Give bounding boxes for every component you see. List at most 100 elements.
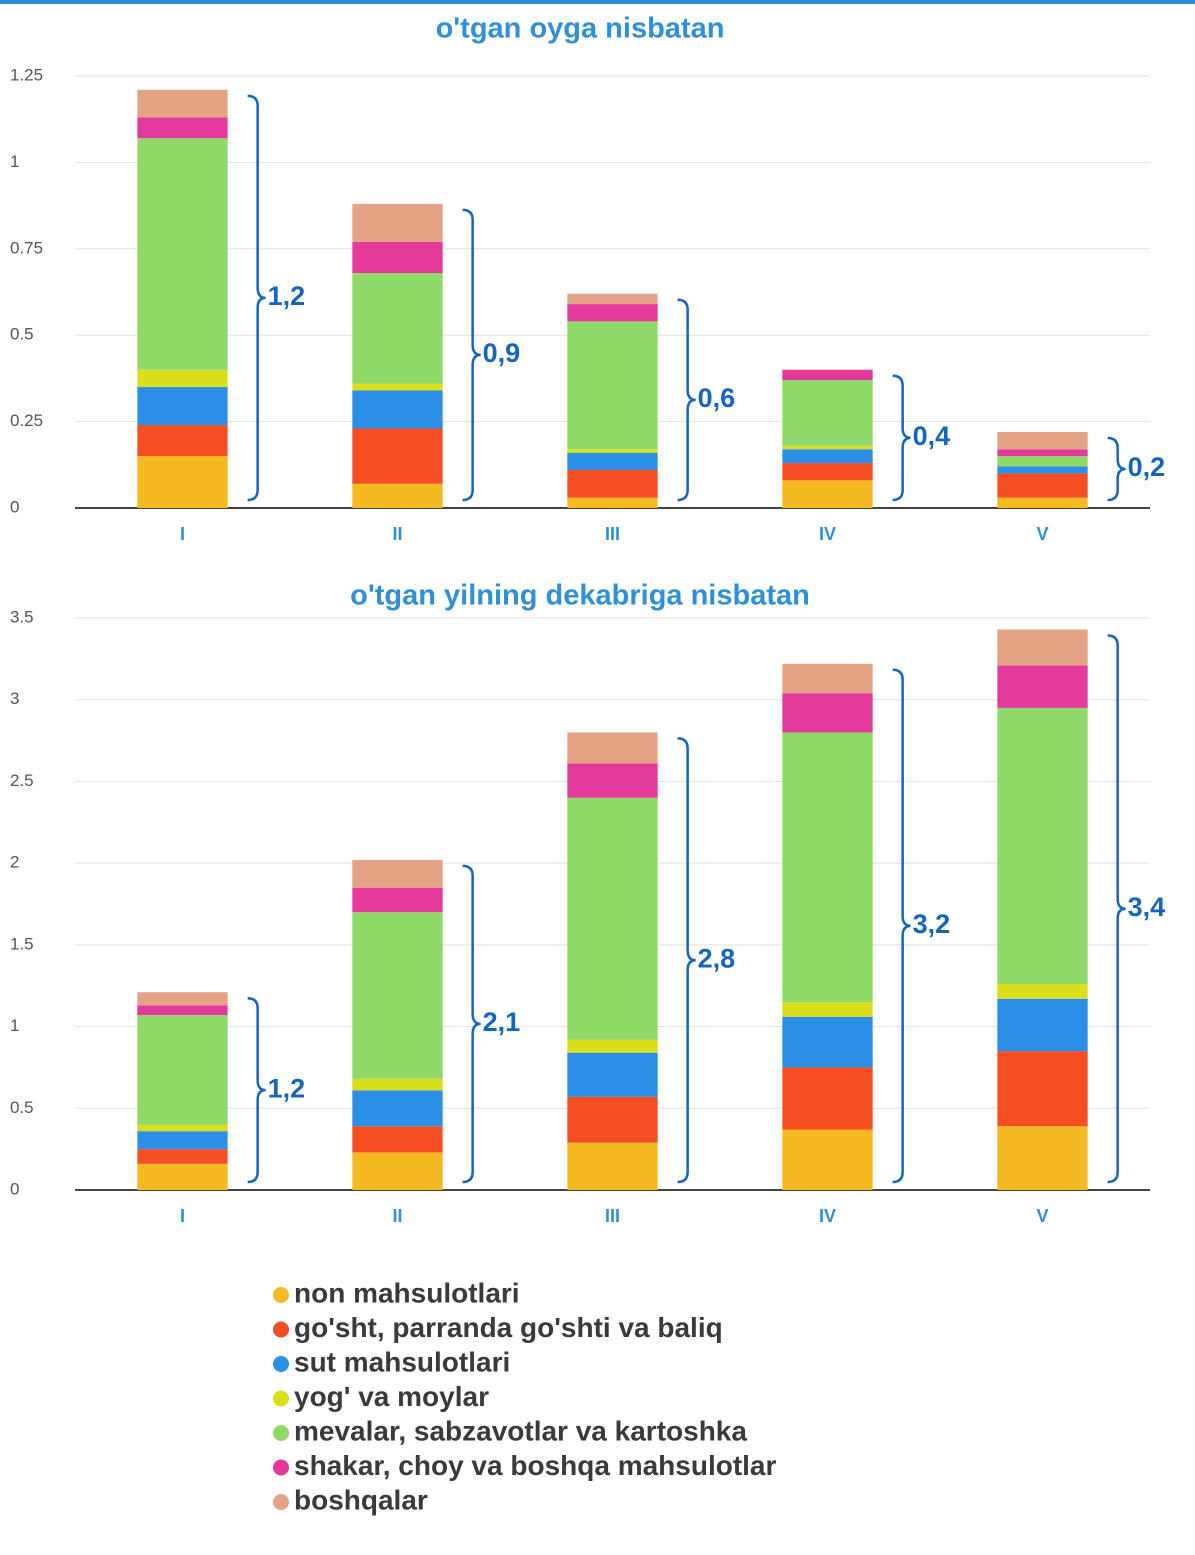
y-tick-label: 0.5: [10, 1098, 34, 1117]
bar-segment: [137, 1164, 227, 1190]
brace: [678, 300, 696, 500]
bar-segment: [997, 629, 1087, 665]
bar-segment: [782, 732, 872, 1002]
bar-segment: [782, 664, 872, 693]
bar-segment: [997, 432, 1087, 449]
total-annotation: 3,2: [913, 909, 951, 939]
chart-title: o'tgan yilning dekabriga nisbatan: [350, 580, 810, 612]
legend-marker: [273, 1460, 289, 1476]
bar-segment: [137, 1131, 227, 1149]
bar-segment: [997, 665, 1087, 707]
bar-segment: [352, 273, 442, 384]
bar-segment: [352, 390, 442, 428]
legend-label: go'sht, parranda go'shti va baliq: [294, 1312, 723, 1343]
bar-segment: [567, 798, 657, 1040]
bar-segment: [997, 473, 1087, 497]
bar-segment: [352, 1126, 442, 1152]
bar-segment: [352, 204, 442, 242]
x-tick-label: IV: [819, 1206, 836, 1226]
total-annotation: 0,6: [698, 383, 736, 413]
total-annotation: 1,2: [268, 1073, 306, 1103]
bar-segment: [997, 467, 1087, 474]
legend-label: sut mahsulotlari: [294, 1346, 510, 1377]
x-tick-label: II: [392, 524, 402, 544]
bar-segment: [352, 1090, 442, 1126]
bar-segment: [137, 425, 227, 456]
x-tick-label: IV: [819, 524, 836, 544]
bar-segment: [352, 484, 442, 508]
total-annotation: 0,2: [1128, 452, 1166, 482]
bar-segment: [567, 1040, 657, 1053]
total-annotation: 2,8: [698, 943, 736, 973]
bar-segment: [137, 456, 227, 508]
legend-marker: [273, 1391, 289, 1407]
y-tick-label: 1: [10, 1016, 19, 1035]
y-tick-label: 0.25: [10, 411, 43, 430]
y-tick-label: 3: [10, 689, 19, 708]
legend-label: yog' va moylar: [294, 1381, 489, 1412]
bar-segment: [782, 370, 872, 380]
bar-segment: [997, 498, 1087, 508]
brace: [463, 866, 481, 1182]
bar-segment: [782, 1067, 872, 1129]
bar-segment: [997, 456, 1087, 466]
legend-marker: [273, 1287, 289, 1303]
brace: [893, 376, 911, 500]
total-annotation: 0,9: [483, 338, 521, 368]
brace: [248, 998, 266, 1182]
bar-segment: [997, 1126, 1087, 1190]
bar-segment: [137, 1005, 227, 1015]
bar-segment: [137, 117, 227, 138]
bar-segment: [567, 321, 657, 449]
bar-segment: [352, 1152, 442, 1190]
x-tick-label: II: [392, 1206, 402, 1226]
bar-segment: [567, 1143, 657, 1190]
bar-segment: [997, 984, 1087, 999]
bar-segment: [782, 380, 872, 446]
brace: [678, 738, 696, 1182]
bar-segment: [137, 370, 227, 387]
legend-label: boshqalar: [294, 1484, 428, 1515]
bar-segment: [137, 1125, 227, 1132]
brace: [1108, 635, 1126, 1182]
top-rule: [0, 0, 1195, 4]
legend-marker: [273, 1356, 289, 1372]
x-tick-label: III: [605, 1206, 620, 1226]
bar-segment: [782, 446, 872, 449]
bar-segment: [567, 763, 657, 797]
bar-segment: [782, 693, 872, 732]
bar-segment: [137, 1015, 227, 1124]
bar-segment: [352, 860, 442, 888]
bar-segment: [352, 384, 442, 391]
y-tick-label: 1.25: [10, 65, 43, 84]
bar-segment: [567, 498, 657, 508]
chart-title: o'tgan oyga nisbatan: [436, 13, 725, 45]
bar-segment: [997, 999, 1087, 1051]
x-tick-label: III: [605, 524, 620, 544]
bar-segment: [782, 463, 872, 480]
legend-marker: [273, 1494, 289, 1510]
legend-label: mevalar, sabzavotlar va kartoshka: [294, 1415, 747, 1446]
bar-segment: [782, 1017, 872, 1068]
y-tick-label: 1: [10, 152, 19, 171]
bar-segment: [137, 992, 227, 1005]
y-tick-label: 2: [10, 853, 19, 872]
bar-segment: [567, 1053, 657, 1097]
bar-segment: [352, 888, 442, 913]
bar-segment: [352, 912, 442, 1079]
bar-segment: [567, 470, 657, 498]
bar-segment: [782, 1002, 872, 1017]
bar-segment: [567, 732, 657, 763]
bar-segment: [352, 242, 442, 273]
x-tick-label: I: [180, 1206, 185, 1226]
legend-label: non mahsulotlari: [294, 1277, 520, 1308]
brace: [248, 96, 266, 500]
total-annotation: 3,4: [1128, 892, 1166, 922]
brace: [463, 210, 481, 500]
bar-segment: [352, 1079, 442, 1090]
total-annotation: 2,1: [483, 1007, 521, 1037]
y-tick-label: 0.5: [10, 325, 34, 344]
total-annotation: 1,2: [268, 281, 306, 311]
bar-segment: [997, 708, 1087, 984]
brace: [1108, 438, 1126, 500]
